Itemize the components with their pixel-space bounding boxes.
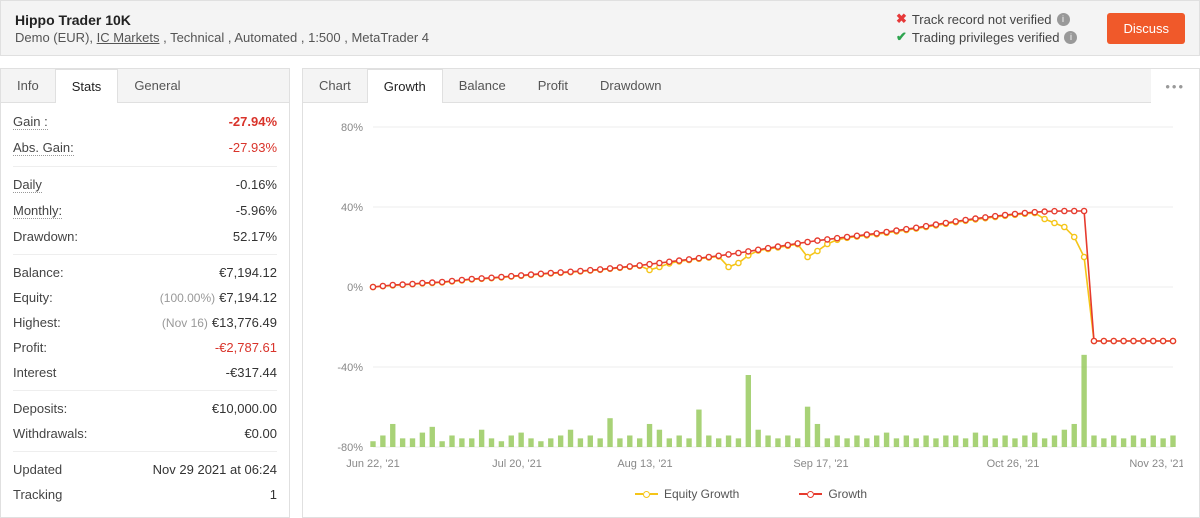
tab-stats[interactable]: Stats	[55, 69, 119, 103]
side-tabs: Info Stats General	[1, 69, 289, 103]
absgain-label: Abs. Gain:	[13, 140, 74, 156]
svg-text:Nov 23, '21: Nov 23, '21	[1129, 458, 1183, 470]
track-record-text: Track record not verified	[912, 12, 1052, 27]
discuss-button[interactable]: Discuss	[1107, 13, 1185, 44]
x-icon: ✖	[896, 11, 907, 27]
tab-growth[interactable]: Growth	[367, 69, 443, 103]
svg-text:Aug 13, '21: Aug 13, '21	[617, 458, 672, 470]
tab-drawdown[interactable]: Drawdown	[584, 69, 677, 102]
highest-value: €13,776.49	[212, 315, 277, 330]
highest-label: Highest:	[13, 315, 61, 330]
withdrawals-label: Withdrawals:	[13, 426, 87, 441]
legend-growth-label: Growth	[828, 487, 867, 501]
info-icon[interactable]: i	[1057, 13, 1070, 26]
system-subtitle: Demo (EUR), IC Markets , Technical , Aut…	[15, 30, 896, 45]
svg-text:-40%: -40%	[337, 362, 363, 374]
growth-chart: -80% -40% 0% 40% 80% Jun 22, '21 Jul 20, '21 Au…	[313, 117, 1183, 477]
svg-text:Sep 17, '21: Sep 17, '21	[793, 458, 848, 470]
profit-label: Profit:	[13, 340, 47, 355]
updated-label: Updated	[13, 462, 62, 477]
chart-panel: Chart Growth Balance Profit Drawdown •••…	[302, 68, 1200, 518]
chart-area: -80% -40% 0% 40% 80% Jun 22, '21 Jul 20, '21 Au…	[303, 103, 1199, 483]
chart-tabs: Chart Growth Balance Profit Drawdown	[303, 69, 1151, 103]
equity-sub: (100.00%)	[160, 291, 215, 305]
absgain-value: -27.93%	[229, 140, 277, 156]
svg-text:Oct 26, '21: Oct 26, '21	[987, 458, 1040, 470]
monthly-label: Monthly:	[13, 203, 62, 219]
svg-text:80%: 80%	[341, 122, 363, 134]
privileges-row: ✔ Trading privileges verified i	[896, 29, 1078, 45]
legend-equity[interactable]: Equity Growth	[635, 487, 739, 501]
system-title: Hippo Trader 10K	[15, 12, 896, 28]
verification-block: ✖ Track record not verified i ✔ Trading …	[896, 11, 1078, 45]
drawdown-label: Drawdown:	[13, 229, 78, 244]
svg-text:Jul 20, '21: Jul 20, '21	[492, 458, 542, 470]
info-icon[interactable]: i	[1064, 31, 1077, 44]
svg-text:Jun 22, '21: Jun 22, '21	[346, 458, 399, 470]
svg-text:-80%: -80%	[337, 442, 363, 454]
monthly-value: -5.96%	[236, 203, 277, 219]
gain-label: Gain :	[13, 114, 48, 130]
chart-legend: Equity Growth Growth	[303, 483, 1199, 511]
tracking-label: Tracking	[13, 487, 62, 502]
drawdown-value: 52.17%	[233, 229, 277, 244]
legend-equity-label: Equity Growth	[664, 487, 739, 501]
check-icon: ✔	[896, 29, 907, 45]
broker-link[interactable]: IC Markets	[97, 30, 160, 45]
withdrawals-value: €0.00	[244, 426, 277, 441]
header-left: Hippo Trader 10K Demo (EUR), IC Markets …	[15, 12, 896, 45]
svg-text:40%: 40%	[341, 202, 363, 214]
legend-growth[interactable]: Growth	[799, 487, 867, 501]
balance-value: €7,194.12	[219, 265, 277, 280]
daily-label: Daily	[13, 177, 42, 193]
equity-label: Equity:	[13, 290, 53, 305]
privileges-text: Trading privileges verified	[912, 30, 1060, 45]
daily-value: -0.16%	[236, 177, 277, 193]
interest-label: Interest	[13, 365, 56, 380]
highest-sub: (Nov 16)	[162, 316, 208, 330]
deposits-value: €10,000.00	[212, 401, 277, 416]
subtitle-part2: , Technical , Automated , 1:500 , MetaTr…	[159, 30, 429, 45]
svg-text:0%: 0%	[347, 282, 363, 294]
deposits-label: Deposits:	[13, 401, 67, 416]
tab-balance[interactable]: Balance	[443, 69, 522, 102]
chart-more-icon[interactable]: •••	[1151, 79, 1199, 94]
header-bar: Hippo Trader 10K Demo (EUR), IC Markets …	[0, 0, 1200, 56]
tab-general[interactable]: General	[118, 69, 196, 102]
tab-chart[interactable]: Chart	[303, 69, 367, 102]
stats-body: Gain : -27.94% Abs. Gain: -27.93% Daily -0.…	[1, 103, 289, 517]
stats-panel: Info Stats General Gain : -27.94% Abs. Ga…	[0, 68, 290, 518]
equity-value: €7,194.12	[219, 290, 277, 305]
tab-info[interactable]: Info	[1, 69, 55, 102]
balance-label: Balance:	[13, 265, 64, 280]
profit-value: -€2,787.61	[215, 340, 277, 355]
gain-value: -27.94%	[229, 114, 277, 130]
interest-value: -€317.44	[226, 365, 277, 380]
tracking-value: 1	[270, 487, 277, 502]
subtitle-part1: Demo (EUR),	[15, 30, 97, 45]
updated-value: Nov 29 2021 at 06:24	[153, 462, 277, 477]
tab-profit[interactable]: Profit	[522, 69, 584, 102]
track-record-row: ✖ Track record not verified i	[896, 11, 1078, 27]
